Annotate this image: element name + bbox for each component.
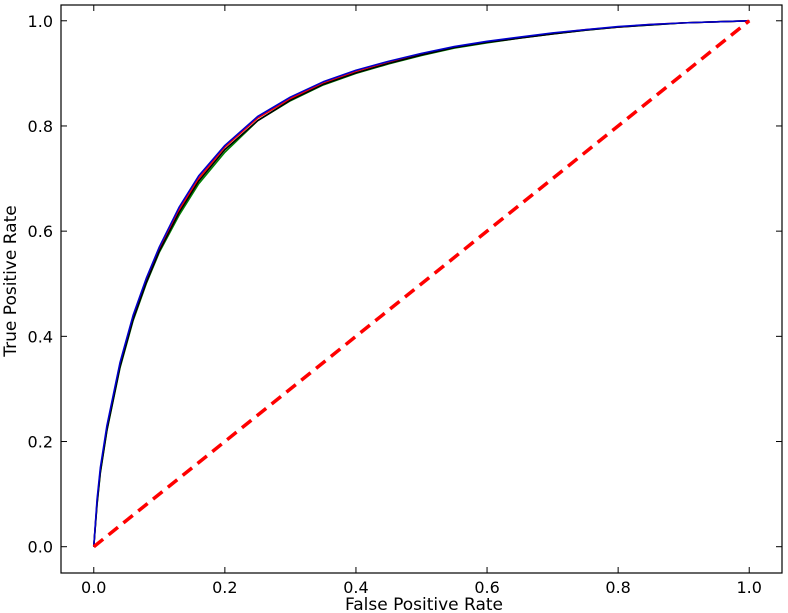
x-tick-label: 0.4 — [343, 578, 368, 597]
y-tick-label: 0.4 — [28, 327, 53, 346]
y-tick-label: 1.0 — [28, 12, 53, 31]
y-axis-label: True Positive Rate — [1, 205, 21, 357]
y-tick-label: 0.0 — [28, 538, 53, 557]
y-tick-label: 0.6 — [28, 222, 53, 241]
y-tick-label: 0.2 — [28, 433, 53, 452]
y-tick-label: 0.8 — [28, 117, 53, 136]
roc-curve-line — [92, 19, 750, 547]
x-tick-label: 0.2 — [212, 578, 237, 597]
x-tick-label: 1.0 — [737, 578, 762, 597]
x-tick-label: 0.8 — [605, 578, 630, 597]
series-layer — [92, 19, 751, 549]
tick-labels: 0.0 0.2 0.4 0.6 0.8 1.0 0.0 0.2 0.4 0.6 0.8 1.0 — [28, 12, 762, 597]
diagonal-reference-line — [92, 19, 751, 549]
x-tick-label: 0.0 — [81, 578, 106, 597]
x-tick-label: 0.6 — [474, 578, 499, 597]
plot-frame — [60, 4, 783, 574]
tick-marks — [61, 5, 782, 573]
x-axis-label: False Positive Rate — [345, 595, 503, 613]
